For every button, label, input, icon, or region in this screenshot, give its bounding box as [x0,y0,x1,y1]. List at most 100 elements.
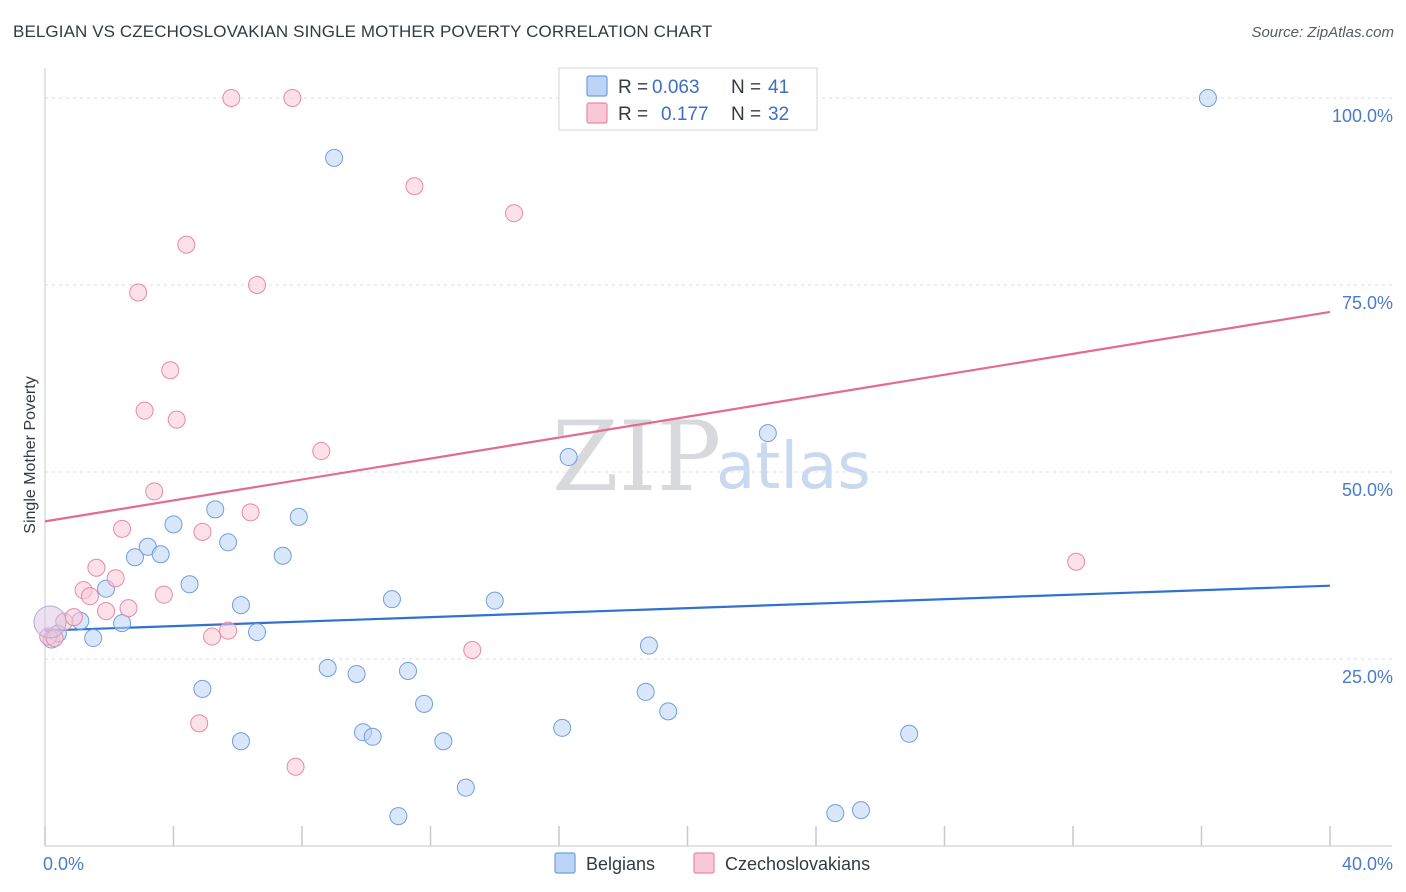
point-czechoslovakians [463,641,482,660]
gridlines [45,97,1392,660]
point-czechoslovakians [241,503,260,522]
y-tick-label: 75.0% [1342,293,1393,313]
point-belgians [84,629,103,648]
point-czechoslovakians [1067,552,1086,571]
data-points [33,89,1217,826]
point-czechoslovakians [312,442,331,461]
point-czechoslovakians [405,177,424,196]
point-belgians [636,682,655,701]
watermark-atlas: atlas [716,430,871,504]
point-czechoslovakians [505,204,524,223]
point-belgians [231,596,250,615]
point-czechoslovakians [203,627,222,646]
point-belgians [347,664,366,683]
point-belgians [125,548,144,567]
point-czechoslovakians [167,410,186,429]
point-belgians [318,658,337,677]
point-belgians [900,724,919,743]
point-czechoslovakians [87,558,106,577]
point-belgians [113,614,132,633]
legend-n-value-czechoslovakians: 32 [768,104,789,125]
point-czechoslovakians [248,276,267,295]
legend-swatch-belgians [586,75,608,97]
point-belgians [415,694,434,713]
point-belgians [164,515,183,534]
legend-r-label-czechoslovakians: R = [618,104,648,125]
series-legend: Belgians Czechoslovakians [554,852,870,874]
point-czechoslovakians [219,621,238,640]
point-belgians [193,679,212,698]
y-tick-labels: 100.0% 75.0% 50.0% 25.0% [1332,106,1393,687]
point-czechoslovakians [97,602,116,621]
point-belgians [389,807,408,826]
point-czechoslovakians [106,569,125,588]
point-belgians [273,546,292,565]
point-belgians [485,591,504,610]
point-belgians [206,500,225,519]
legend-r-label-belgians: R = [618,77,648,98]
point-czechoslovakians [145,482,164,501]
y-tick-label: 100.0% [1332,106,1393,126]
legend-r-value-czechoslovakians: 0.177 [661,104,709,125]
point-belgians [553,718,572,737]
legend-n-label-belgians: N = [731,77,761,98]
point-belgians [639,636,658,655]
point-belgians [399,661,418,680]
bottom-legend-label-czechoslovakians: Czechoslovakians [725,854,870,874]
point-czechoslovakians [135,401,154,420]
point-belgians [248,623,267,642]
point-belgians [219,533,238,552]
point-czechoslovakians [190,714,209,733]
source-credit: Source: ZipAtlas.com [1251,24,1394,41]
point-belgians [325,148,344,167]
point-belgians [363,727,382,746]
x-tick-label: 40.0% [1342,854,1393,874]
bottom-legend-swatch-czechoslovakians [693,852,715,874]
watermark-zip: ZIP [552,401,721,513]
legend-n-label-czechoslovakians: N = [731,104,761,125]
point-belgians [559,448,578,467]
x-tick-labels: 0.0% 40.0% [43,854,1393,874]
point-czechoslovakians [64,608,83,627]
point-belgians [151,545,170,564]
x-tick-label: 0.0% [43,854,84,874]
point-belgians [1198,89,1217,108]
point-czechoslovakians [113,519,132,538]
y-axis-title: Single Mother Poverty [22,376,39,533]
correlation-legend: R = 0.063 N = 41 R = 0.177 N = 32 [558,67,818,131]
axes [44,68,1392,847]
point-belgians [231,732,250,751]
bottom-legend-swatch-belgians [554,852,576,874]
point-belgians [289,507,308,526]
point-czechoslovakians [177,235,196,254]
point-belgians [826,804,845,823]
y-tick-label: 25.0% [1342,667,1393,687]
point-czechoslovakians [222,89,241,108]
legend-n-value-belgians: 41 [768,77,789,98]
chart-title: BELGIAN VS CZECHOSLOVAKIAN SINGLE MOTHER… [13,22,713,41]
point-belgians [659,702,678,721]
point-czechoslovakians [193,522,212,541]
point-belgians [180,575,199,594]
trend-line-belgians [44,584,1331,632]
legend-swatch-czechoslovakians [586,102,608,124]
point-belgians [456,778,475,797]
trend-line-czechoslovakians [44,310,1331,523]
point-czechoslovakians [154,585,173,604]
point-czechoslovakians [119,599,138,618]
point-czechoslovakians [129,283,148,302]
point-belgians [851,801,870,820]
point-czechoslovakians [286,757,305,776]
legend-r-value-belgians: 0.063 [652,77,700,98]
point-czechoslovakians [283,89,302,108]
y-tick-label: 50.0% [1342,480,1393,500]
point-belgians [758,424,777,443]
point-belgians [382,590,401,609]
bottom-legend-label-belgians: Belgians [586,854,655,874]
point-belgians [434,732,453,751]
point-czechoslovakians [80,587,99,606]
point-czechoslovakians [161,361,180,380]
trend-lines [44,310,1331,632]
point-cluster-origin [33,605,67,639]
